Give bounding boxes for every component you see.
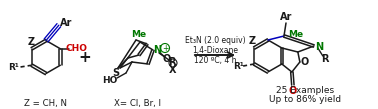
Text: O: O: [163, 54, 171, 64]
Text: Ar: Ar: [280, 12, 292, 22]
Text: CHO: CHO: [65, 44, 87, 53]
Text: –: –: [171, 59, 175, 67]
Text: O: O: [289, 86, 297, 96]
Text: Me: Me: [132, 30, 147, 38]
Text: Up to 86% yield: Up to 86% yield: [269, 95, 341, 104]
Text: 25 Examples: 25 Examples: [276, 85, 334, 95]
Text: +: +: [162, 43, 168, 53]
Text: S: S: [112, 68, 119, 78]
Text: O: O: [301, 57, 309, 67]
Text: X: X: [169, 65, 177, 75]
Text: R¹: R¹: [8, 63, 19, 72]
Text: +: +: [79, 49, 91, 65]
Text: N: N: [315, 42, 323, 52]
Text: Z: Z: [27, 37, 34, 47]
Text: 120 ºC, 4 h: 120 ºC, 4 h: [194, 55, 236, 65]
Text: R¹: R¹: [233, 61, 243, 71]
Text: R: R: [321, 54, 328, 64]
Text: Me: Me: [288, 30, 304, 38]
Text: R: R: [168, 57, 176, 67]
Text: Ar: Ar: [60, 18, 72, 28]
Text: Z = CH, N: Z = CH, N: [25, 99, 68, 107]
Text: Z: Z: [249, 36, 256, 46]
Text: X= Cl, Br, I: X= Cl, Br, I: [115, 99, 161, 107]
Text: N: N: [153, 45, 161, 55]
Text: Et₃N (2.0 equiv): Et₃N (2.0 equiv): [185, 36, 245, 44]
Text: 1,4-Dioxane: 1,4-Dioxane: [192, 45, 238, 54]
Text: HO: HO: [102, 76, 118, 84]
